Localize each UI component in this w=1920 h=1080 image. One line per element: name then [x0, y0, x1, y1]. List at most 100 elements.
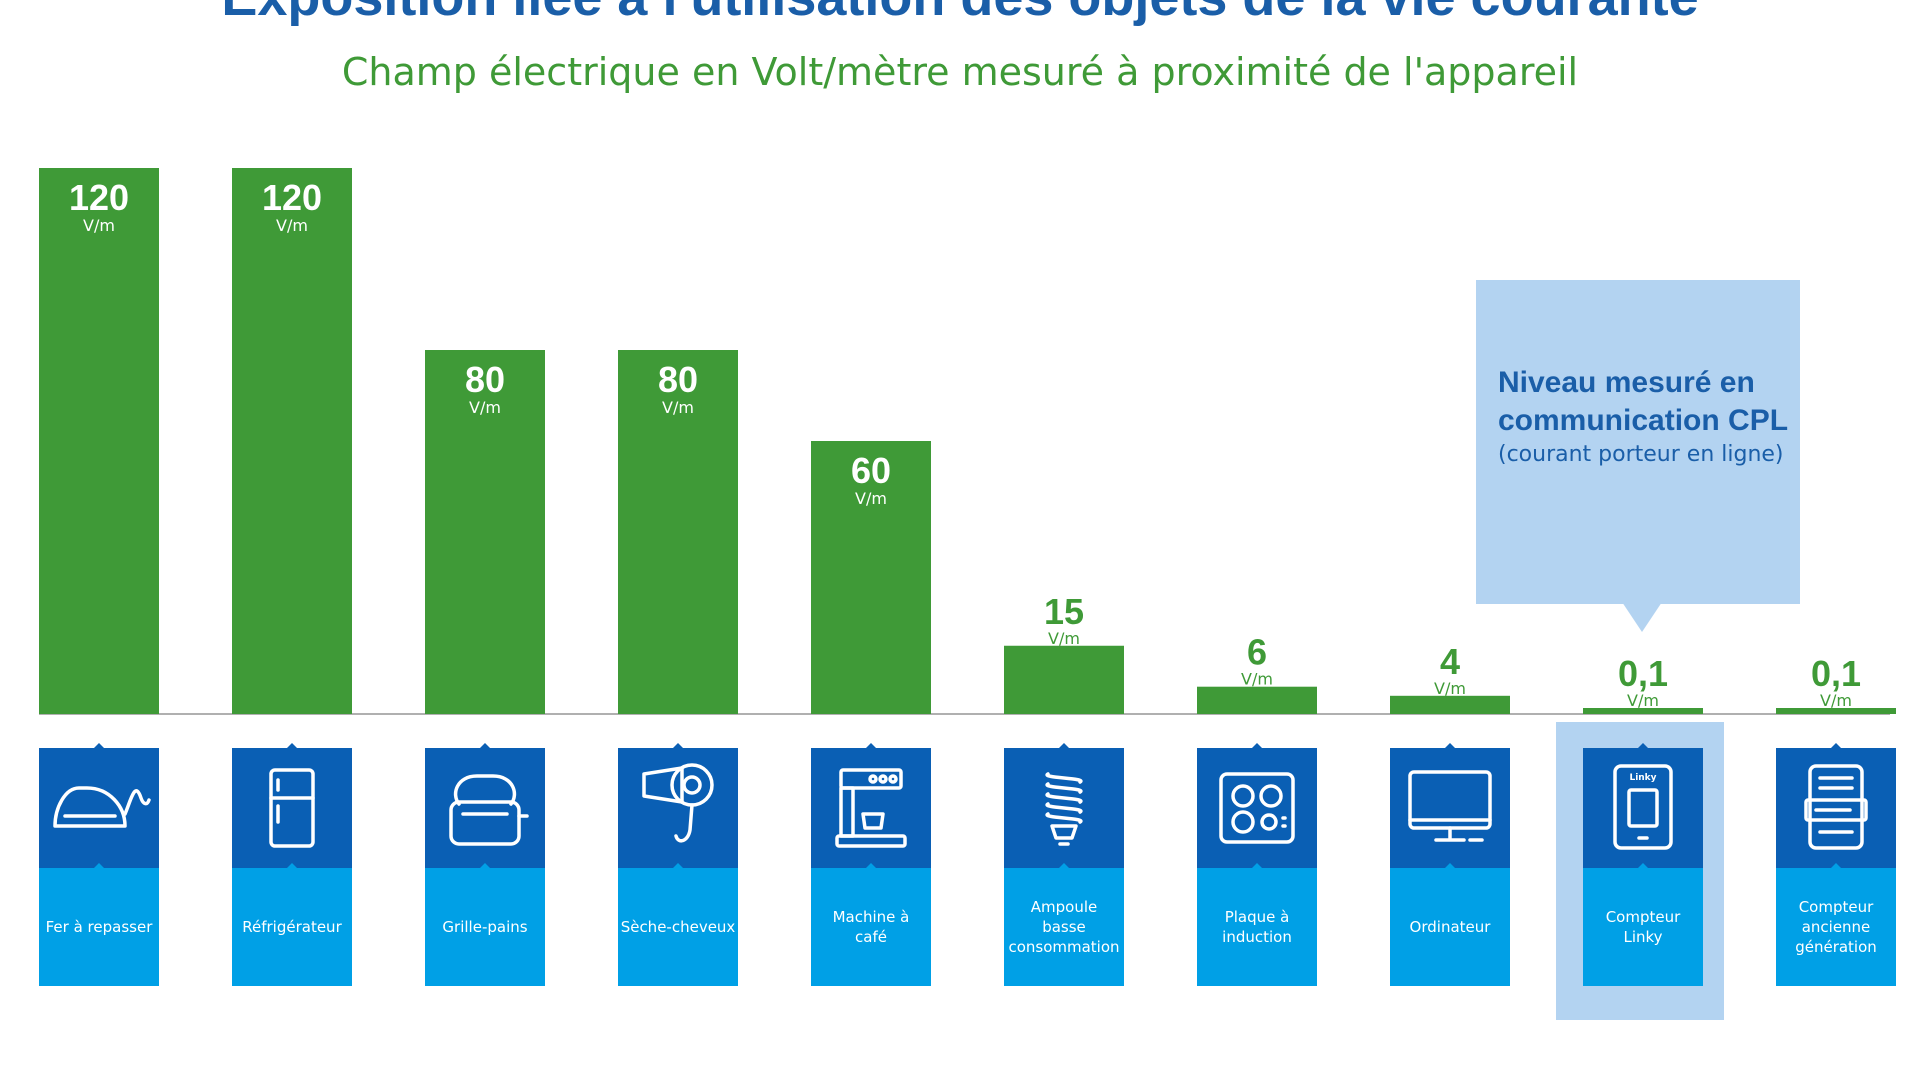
- icon-tile-notch-4: [866, 743, 876, 748]
- label-tile-notch-7: [1445, 863, 1455, 868]
- label-tile-notch-0: [94, 863, 104, 868]
- category-label-3-0: Sèche-cheveux: [621, 918, 736, 936]
- hob-ring-3: [1231, 810, 1255, 834]
- label-tile-notch-3: [673, 863, 683, 868]
- icon-tile-notch-9: [1831, 743, 1841, 748]
- hairdryer-icon: [642, 763, 714, 843]
- label-tile-0: [39, 868, 159, 986]
- cpl-callout-subtitle: (courant porteur en ligne): [1498, 442, 1784, 467]
- value-label-1: 120: [262, 177, 322, 218]
- icon-tile-notch-7: [1445, 743, 1455, 748]
- label-tile-1: [232, 868, 352, 986]
- unit-label-0: V/m: [83, 216, 115, 235]
- icon-tile-6: [1197, 748, 1317, 868]
- category-label-9-2: génération: [1795, 938, 1877, 956]
- bulb-spiral: [1045, 772, 1083, 784]
- icon-tile-4: [811, 748, 931, 868]
- category-label-1-0: Réfrigérateur: [242, 918, 342, 936]
- category-label-7-0: Ordinateur: [1410, 918, 1492, 936]
- icon-tile-notch-3: [673, 743, 683, 748]
- value-label-8: 0,1: [1618, 653, 1668, 694]
- bulb-spiral: [1045, 802, 1083, 814]
- toaster-body: [449, 800, 521, 846]
- icon-tile-3: [618, 748, 738, 868]
- value-label-3: 80: [658, 359, 698, 400]
- category-label-6-0: Plaque à: [1225, 908, 1290, 926]
- bulb-icon: [1045, 772, 1083, 846]
- unit-label-9: V/m: [1820, 691, 1852, 710]
- value-label-9: 0,1: [1811, 653, 1861, 694]
- meter-body: [1808, 764, 1864, 850]
- icon-tile-1: [232, 748, 352, 868]
- coffee-button-2: [878, 774, 888, 784]
- bar-5: [1004, 645, 1124, 714]
- cpl-callout-pointer: [1622, 602, 1662, 632]
- bar-3: [618, 350, 738, 714]
- label-tile-notch-9: [1831, 863, 1841, 868]
- value-label-2: 80: [465, 359, 505, 400]
- icon-tile-notch-6: [1252, 743, 1262, 748]
- label-tile-9: [1776, 868, 1896, 986]
- icon-tile-7: [1390, 748, 1510, 868]
- value-label-4: 60: [851, 450, 891, 491]
- bar-0: [39, 168, 159, 714]
- category-label-5-0: Ampoule: [1031, 898, 1097, 916]
- bulb-base: [1050, 824, 1078, 840]
- icon-tile-2: [425, 748, 545, 868]
- category-label-9-0: Compteur: [1799, 898, 1874, 916]
- bulb-spiral: [1045, 792, 1083, 804]
- bar-4: [811, 441, 931, 714]
- bar-9: [1776, 708, 1896, 714]
- hob-surface: [1219, 772, 1295, 844]
- fridge-icon: [269, 768, 315, 848]
- hob-ring-1: [1231, 784, 1255, 808]
- chart-title: Exposition liée à l'utilisation des obje…: [0, 0, 1920, 28]
- category-label-2-0: Grille-pains: [442, 918, 527, 936]
- category-label-5-1: basse: [1042, 918, 1086, 936]
- category-label-6-1: induction: [1222, 928, 1292, 946]
- old-meter-icon: [1804, 764, 1868, 850]
- icon-tile-notch-1: [287, 743, 297, 748]
- label-tile-notch-4: [866, 863, 876, 868]
- label-tile-notch-1: [287, 863, 297, 868]
- bulb-spiral: [1045, 812, 1083, 824]
- bar-2: [425, 350, 545, 714]
- linky-body: [1613, 764, 1673, 850]
- coffee-machine-icon: [835, 768, 907, 848]
- bar-8: [1583, 708, 1703, 714]
- unit-label-5: V/m: [1048, 629, 1080, 648]
- iron-icon: [53, 786, 151, 828]
- label-tile-3: [618, 868, 738, 986]
- bar-6: [1197, 686, 1317, 714]
- cpl-callout: Niveau mesuré en communication CPL (cour…: [1476, 280, 1800, 604]
- coffee-button-1: [868, 774, 878, 784]
- cpl-callout-title: Niveau mesuré en communication CPL: [1498, 366, 1789, 437]
- coffee-button-3: [888, 774, 898, 784]
- induction-hob-icon: [1219, 772, 1295, 844]
- category-label-5-2: consommation: [1008, 938, 1119, 956]
- category-label-4-1: café: [855, 928, 887, 946]
- dryer-handle: [674, 803, 694, 843]
- category-label-8-0: Compteur: [1606, 908, 1681, 926]
- unit-label-8: V/m: [1627, 691, 1659, 710]
- icon-tile-notch-2: [480, 743, 490, 748]
- unit-label-4: V/m: [855, 489, 887, 508]
- hob-ring-4: [1260, 813, 1278, 831]
- hob-ring-2: [1259, 784, 1283, 808]
- chart-subtitle: Champ électrique en Volt/mètre mesuré à …: [341, 50, 1579, 94]
- unit-label-1: V/m: [276, 216, 308, 235]
- bar-7: [1390, 695, 1510, 714]
- linky-meter-icon: Linky: [1613, 764, 1673, 850]
- toaster-icon: [449, 774, 529, 846]
- icon-tile-notch-0: [94, 743, 104, 748]
- category-label-8-1: Linky: [1623, 928, 1662, 946]
- coffee-base: [835, 834, 907, 848]
- label-tile-4: [811, 868, 931, 986]
- label-tile-notch-6: [1252, 863, 1262, 868]
- unit-label-2: V/m: [469, 398, 501, 417]
- coffee-cup: [861, 812, 885, 830]
- label-tile-notch-5: [1059, 863, 1069, 868]
- dryer-vent: [682, 775, 702, 795]
- label-tile-2: [425, 868, 545, 986]
